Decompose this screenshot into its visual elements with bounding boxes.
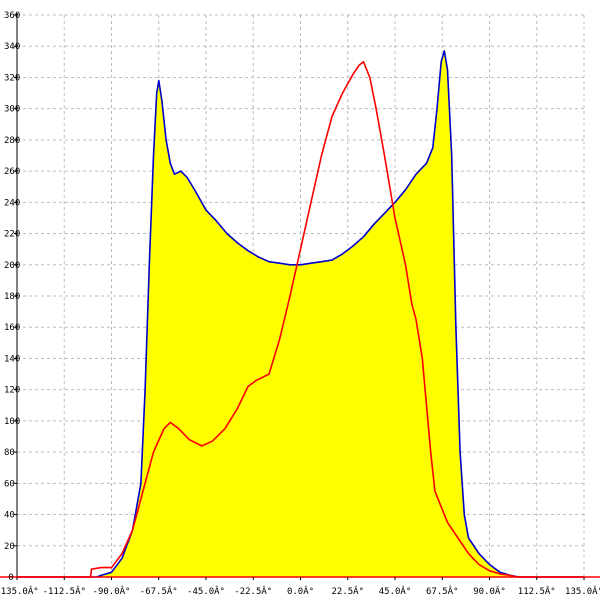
y-tick-label: 220 bbox=[4, 230, 20, 240]
y-tick-label: 240 bbox=[4, 198, 20, 208]
y-tick-label: 120 bbox=[4, 386, 20, 396]
x-tick-label: -45.0Â° bbox=[187, 585, 225, 597]
x-tick-label: 135.0Â° bbox=[565, 585, 600, 597]
x-tick-label: -90.0Â° bbox=[93, 585, 131, 597]
x-tick-label: 22.5Â° bbox=[331, 585, 364, 597]
series-lines bbox=[17, 50, 584, 578]
x-tick-label: -135.0Â° bbox=[0, 585, 39, 597]
x-tick-labels: -135.0Â° -112.5Â° -90.0Â° -67.5Â° -45.0Â° -22… bbox=[0, 585, 600, 597]
x-tick-label: -67.5Â° bbox=[140, 585, 178, 597]
y-tick-label: 100 bbox=[4, 417, 20, 427]
x-tick-label: 67.5Â° bbox=[426, 585, 459, 597]
y-tick-label: 300 bbox=[4, 105, 20, 115]
x-tick-label: -112.5Â° bbox=[43, 585, 86, 597]
series-2-line bbox=[17, 60, 584, 578]
y-tick-label: 260 bbox=[4, 167, 20, 177]
x-tick-label: 0.0Â° bbox=[287, 585, 314, 597]
x-tick-label: -22.5Â° bbox=[234, 585, 272, 597]
y-tick-label: 180 bbox=[4, 292, 20, 302]
y-tick-label: 60 bbox=[4, 479, 15, 489]
y-tick-label: 340 bbox=[4, 42, 20, 52]
y-tick-label: 280 bbox=[4, 136, 20, 146]
y-tick-label: 200 bbox=[4, 261, 20, 271]
x-tick-label: 112.5Â° bbox=[518, 585, 556, 597]
y-tick-label: 80 bbox=[4, 448, 15, 458]
x-tick-label: 90.0Â° bbox=[473, 585, 506, 597]
axes bbox=[0, 13, 600, 580]
y-tick-label: 20 bbox=[4, 542, 15, 552]
y-tick-labels: 20 40 60 80 100 120 140 160 180 200 220 240 260 280 30… bbox=[4, 11, 20, 583]
y-tick-label: 360 bbox=[4, 11, 20, 21]
x-tick-label: 45.0Â° bbox=[379, 585, 412, 597]
y-tick-label: 140 bbox=[4, 354, 20, 364]
series-1-line bbox=[17, 50, 584, 578]
y-tick-label: 40 bbox=[4, 511, 15, 521]
series-areas bbox=[17, 50, 584, 577]
y-tick-label-zero: 0 bbox=[8, 573, 13, 583]
series-1-area bbox=[17, 50, 584, 577]
y-tick-label: 160 bbox=[4, 323, 20, 333]
y-tick-label: 320 bbox=[4, 73, 20, 83]
